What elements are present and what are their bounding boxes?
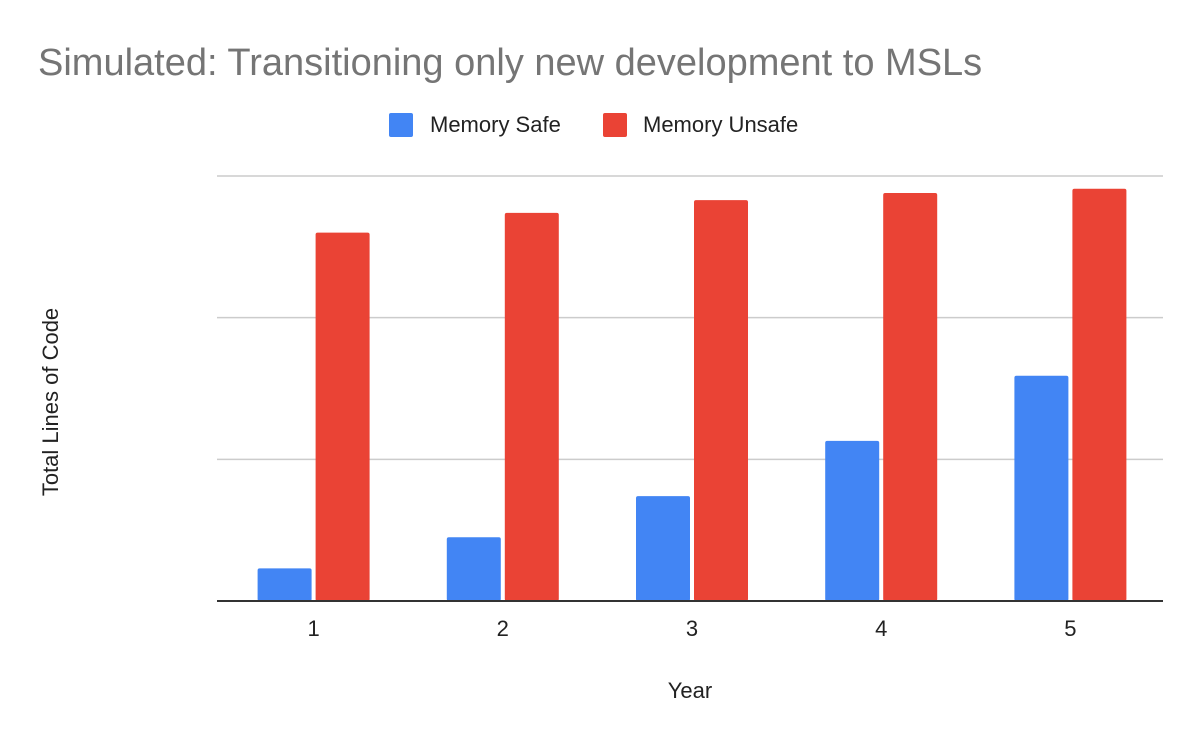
x-tick-label: 4 bbox=[875, 616, 887, 641]
legend-label-memory-unsafe: Memory Unsafe bbox=[643, 112, 798, 137]
legend-swatch-memory-unsafe bbox=[603, 113, 627, 137]
x-tick-label: 2 bbox=[497, 616, 509, 641]
y-axis-title: Total Lines of Code bbox=[38, 308, 63, 496]
legend-label-memory-safe: Memory Safe bbox=[430, 112, 561, 137]
bar-memory-safe-year-4 bbox=[825, 440, 880, 601]
bars bbox=[257, 188, 1127, 602]
bar-memory-unsafe-year-4 bbox=[883, 193, 938, 601]
legend-swatch-memory-safe bbox=[389, 113, 413, 137]
bar-memory-unsafe-year-5 bbox=[1072, 188, 1127, 601]
bar-memory-unsafe-year-3 bbox=[694, 200, 748, 602]
x-tick-label: 3 bbox=[686, 616, 698, 641]
x-tick-label: 1 bbox=[307, 616, 319, 641]
x-tick-labels: 1 2 3 4 5 bbox=[307, 616, 1076, 641]
x-tick-label: 5 bbox=[1064, 616, 1076, 641]
bar-memory-safe-year-1 bbox=[257, 568, 312, 601]
bar-memory-unsafe-year-1 bbox=[315, 232, 370, 601]
bar-memory-safe-year-5 bbox=[1014, 375, 1069, 601]
chart-title: Simulated: Transitioning only new develo… bbox=[38, 42, 982, 84]
bar-memory-safe-year-2 bbox=[446, 537, 501, 601]
x-axis-title: Year bbox=[668, 678, 712, 703]
gridlines bbox=[217, 175, 1163, 461]
bar-memory-unsafe-year-2 bbox=[504, 212, 559, 602]
bar-memory-safe-year-3 bbox=[636, 496, 690, 601]
legend: Memory Safe Memory Unsafe bbox=[389, 112, 798, 137]
